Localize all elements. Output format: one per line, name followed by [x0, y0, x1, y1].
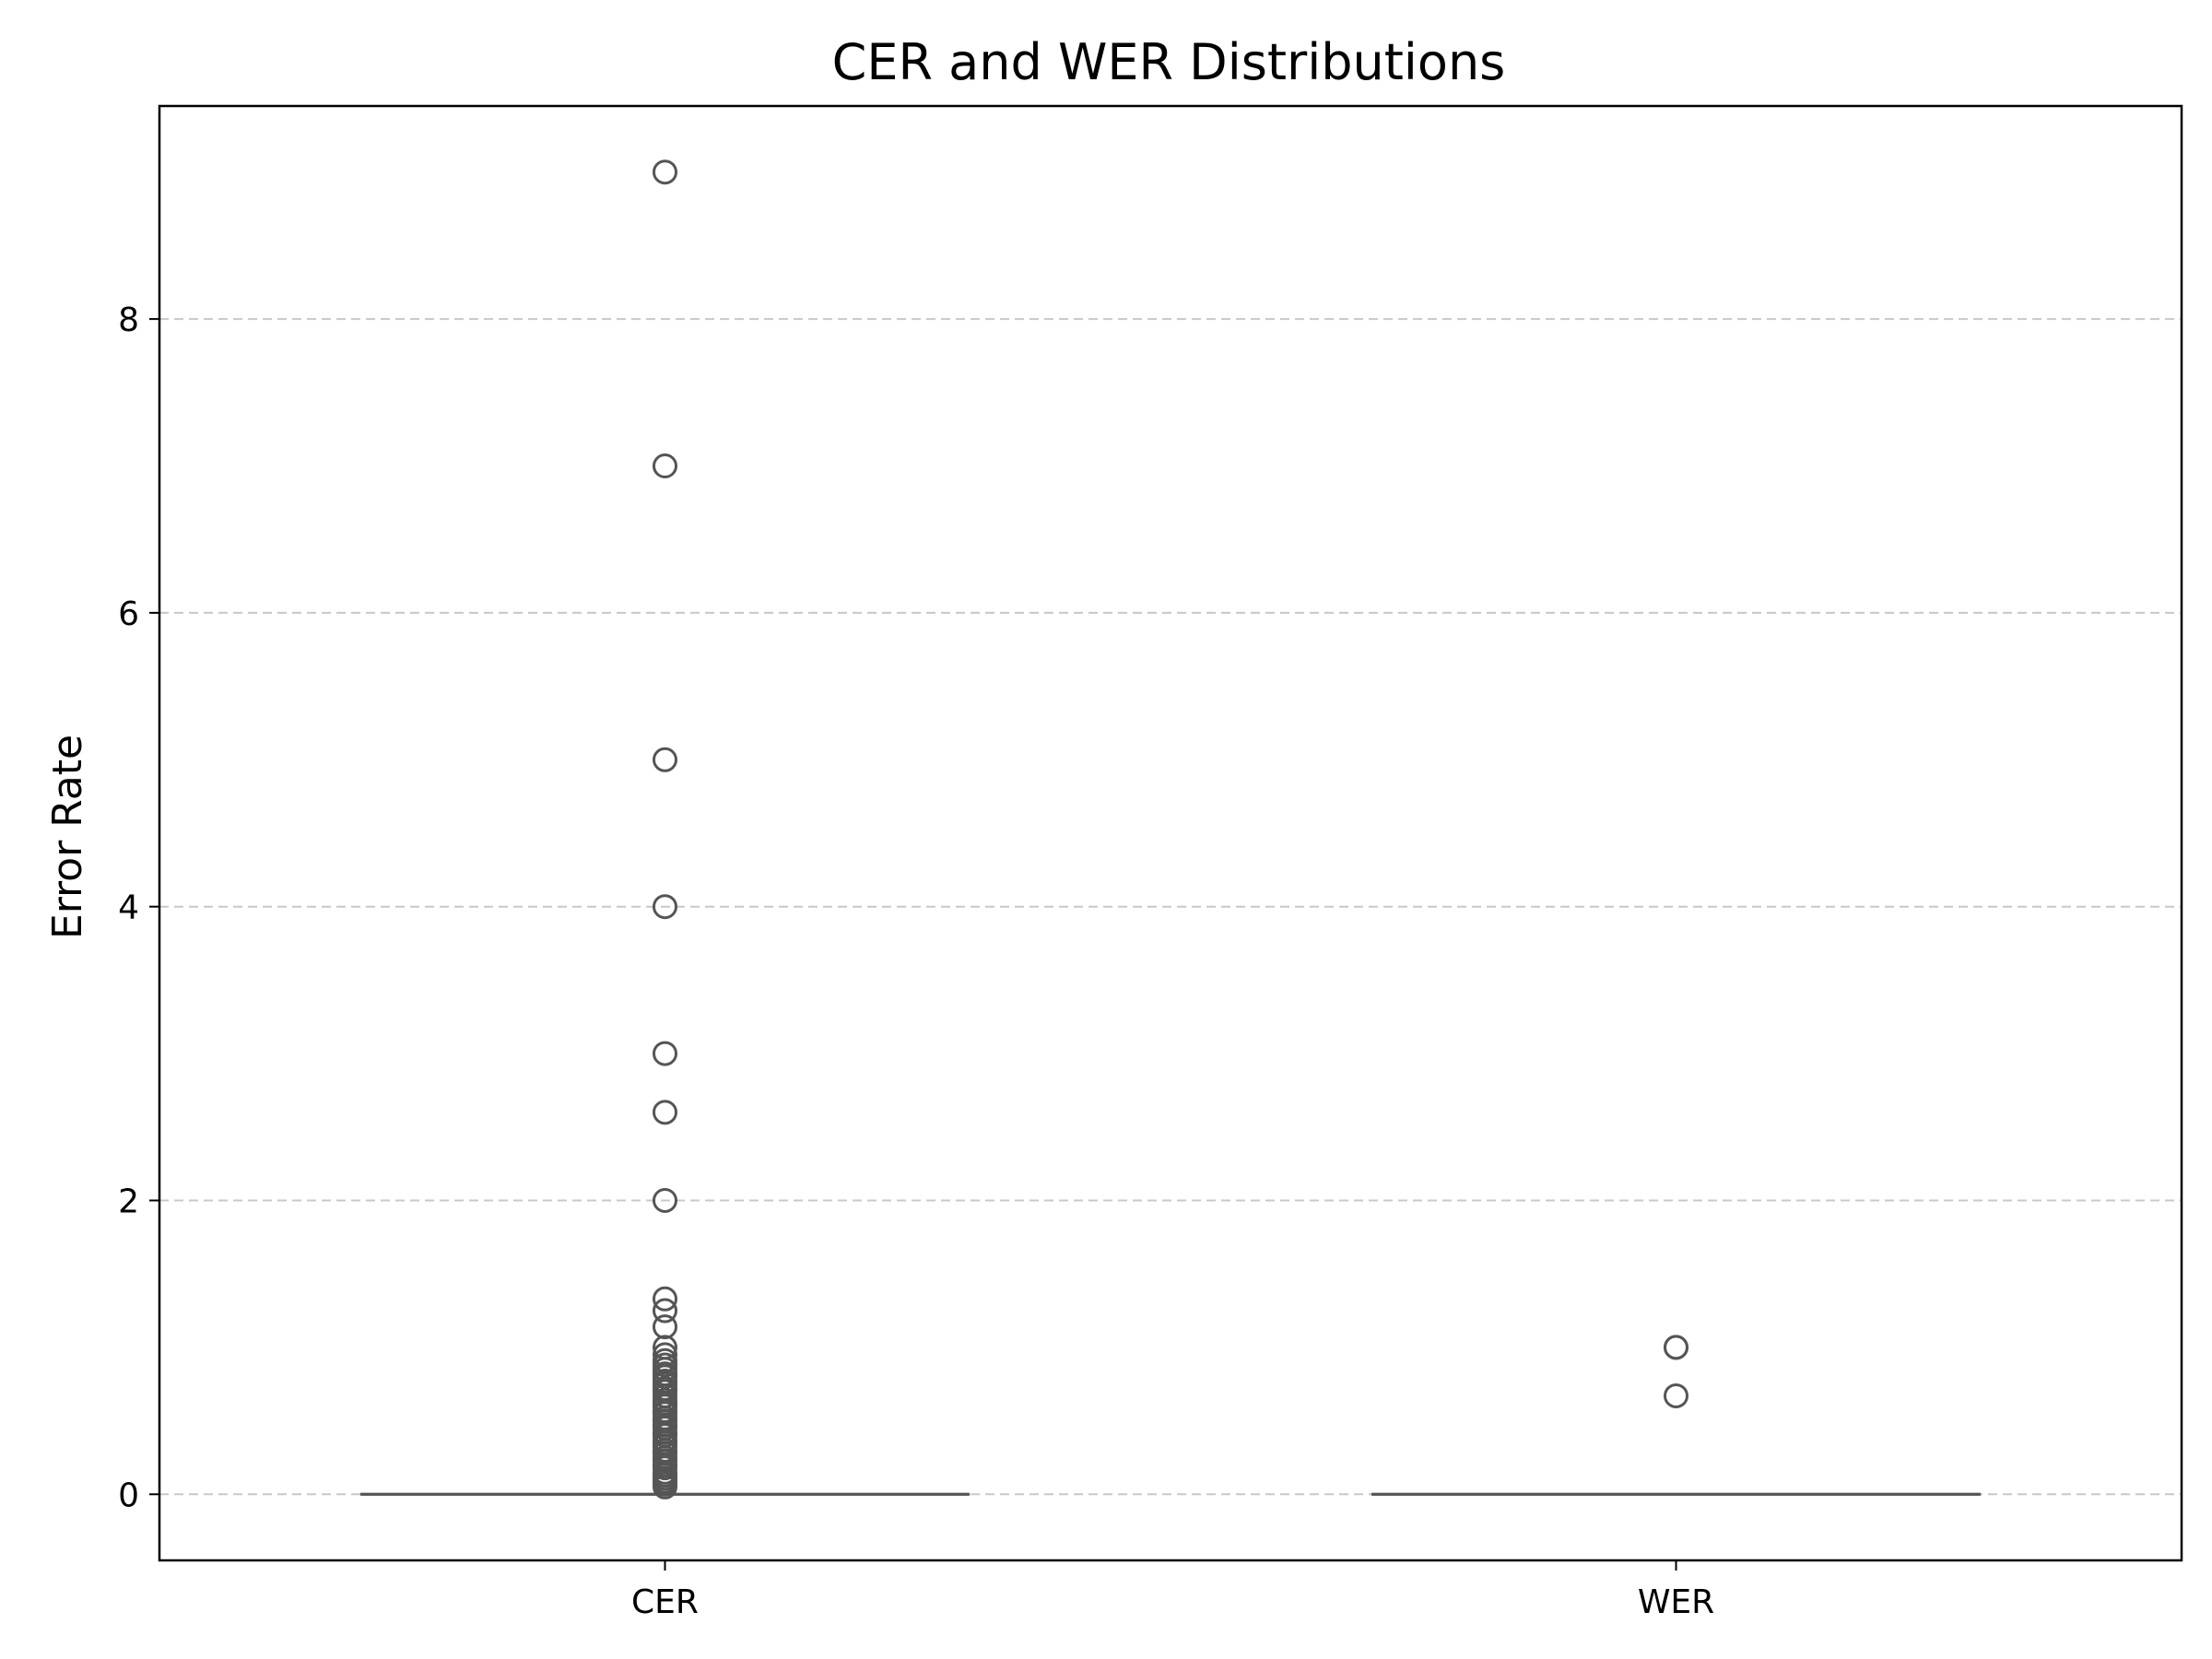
chart-title: CER and WER Distributions: [832, 33, 1506, 91]
outlier-point-cer: [653, 747, 677, 772]
outlier-point-cer: [653, 1041, 677, 1066]
y-tick-label: 8: [118, 301, 139, 339]
outlier-point-cer: [653, 1474, 677, 1500]
outlier-point-wer: [1664, 1335, 1688, 1360]
outlier-point-cer: [653, 453, 677, 479]
y-axis-label: Error Rate: [44, 735, 91, 939]
grid-lines: [159, 318, 2182, 1496]
outlier-point-cer: [653, 1286, 677, 1312]
outlier-point-cer: [653, 1187, 677, 1213]
plot-frame: [158, 104, 2183, 1562]
outlier-point-cer: [653, 894, 677, 920]
outlier-points: [653, 159, 1688, 1500]
x-axis-ticks: CER WER: [631, 1560, 1714, 1621]
y-tick-label: 0: [118, 1477, 139, 1514]
y-axis-ticks: 0 2 4 6 8: [118, 301, 159, 1514]
outlier-point-cer: [653, 1100, 677, 1125]
y-tick-label: 2: [118, 1182, 139, 1220]
outlier-point-cer: [653, 1298, 677, 1324]
outlier-point-cer: [653, 159, 677, 185]
y-tick-label: 6: [118, 595, 139, 633]
outlier-point-wer: [1664, 1382, 1688, 1408]
x-tick-label-wer: WER: [1638, 1583, 1714, 1621]
outlier-point-cer: [653, 1314, 677, 1340]
x-tick-label-cer: CER: [631, 1583, 699, 1621]
y-tick-label: 4: [118, 889, 139, 927]
